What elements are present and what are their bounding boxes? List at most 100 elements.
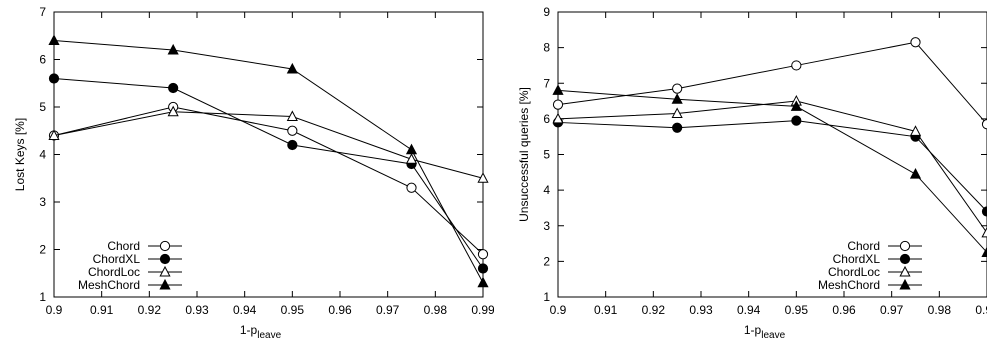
data-point — [909, 168, 922, 179]
data-point — [477, 276, 489, 288]
data-point — [671, 93, 683, 104]
y-tick-label: 1 — [39, 290, 46, 304]
series-line — [53, 111, 484, 179]
data-point — [672, 83, 683, 94]
y-axis-label: Lost Keys [%] — [13, 118, 27, 191]
data-point — [286, 62, 298, 74]
y-tick-label: 4 — [543, 183, 550, 197]
data-point — [477, 263, 489, 274]
x-tick-label: 0.91 — [594, 303, 618, 317]
data-point — [287, 139, 298, 151]
x-axis-label-main: 1-p — [744, 323, 762, 337]
data-point — [477, 249, 489, 260]
data-point — [405, 143, 418, 155]
x-tick-label: 0.97 — [880, 303, 904, 317]
x-tick-label: 0.92 — [138, 303, 162, 317]
x-tick-label: 0.93 — [185, 303, 209, 317]
y-tick-label: 8 — [543, 41, 550, 55]
legend-marker — [159, 265, 171, 277]
x-tick-label: 0.94 — [737, 303, 761, 317]
series-chord — [552, 37, 987, 130]
y-tick-label: 2 — [39, 243, 46, 257]
legend-label: Chord — [847, 239, 880, 253]
plot-frame — [557, 11, 987, 298]
legend-marker — [899, 265, 911, 277]
x-tick-label: 0.96 — [328, 303, 352, 317]
x-tick-label: 0.92 — [642, 303, 666, 317]
data-point — [910, 37, 921, 48]
x-axis-label: 1-pleave — [744, 323, 786, 341]
data-point — [287, 125, 298, 136]
y-tick-label: 3 — [39, 195, 46, 209]
x-tick-label: 0.98 — [424, 303, 448, 317]
y-tick-label: 1 — [543, 290, 550, 304]
legend-marker — [159, 253, 171, 265]
data-point — [406, 182, 417, 193]
legend-label: ChordXL — [93, 252, 141, 266]
series-line — [557, 120, 987, 212]
data-point — [790, 100, 802, 111]
data-point — [48, 129, 60, 140]
series-line — [557, 100, 987, 234]
data-point — [552, 99, 564, 110]
y-tick-label: 5 — [543, 148, 550, 162]
x-tick-label: 0.99 — [471, 303, 494, 317]
series-chordloc — [48, 105, 489, 183]
y-tick-label: 7 — [39, 5, 46, 19]
y-tick-label: 9 — [543, 5, 550, 19]
legend-label: MeshChord — [818, 278, 880, 292]
x-tick-label: 0.97 — [376, 303, 400, 317]
legend-label: MeshChord — [78, 278, 140, 292]
x-tick-label: 0.98 — [928, 303, 952, 317]
unsuccessful-queries-chart: 1 2 3 4 5 6 7 8 9 0.9 0.91 0.92 0.93 0.94 0.95 0.96 0.97… — [517, 5, 987, 341]
data-point — [48, 73, 60, 84]
data-point — [981, 206, 987, 217]
y-tick-label: 3 — [543, 219, 550, 233]
x-tick-label: 0.95 — [281, 303, 305, 317]
legend-marker — [899, 278, 911, 290]
series-meshchord — [552, 84, 987, 257]
legend-marker — [159, 278, 171, 290]
y-tick-label: 7 — [543, 76, 550, 90]
series-line — [557, 41, 987, 125]
y-tick-label: 6 — [39, 53, 46, 67]
legend-label: ChordLoc — [828, 265, 880, 279]
series-chordxl — [552, 115, 987, 217]
y-axis-label: Unsuccessful queries [%] — [517, 87, 531, 222]
data-point — [477, 172, 489, 183]
data-point — [791, 115, 802, 126]
y-tick-label: 6 — [543, 112, 550, 126]
series-line — [557, 89, 987, 253]
data-point — [168, 82, 179, 94]
y-tick-label: 2 — [543, 254, 550, 268]
legend-label: Chord — [107, 239, 140, 253]
x-tick-label: 0.93 — [689, 303, 713, 317]
x-tick-label: 0.94 — [233, 303, 257, 317]
x-axis-label-main: 1-p — [240, 323, 258, 337]
series-chord — [48, 101, 489, 260]
x-tick-label: 0.96 — [832, 303, 856, 317]
legend-marker — [899, 253, 911, 265]
lost-keys-chart: 1 2 3 4 5 6 7 0.9 0.91 0.92 0.93 0.94 0.95 0.96 0.97 0.… — [13, 5, 494, 341]
data-point — [671, 107, 683, 119]
data-point — [167, 43, 179, 55]
x-tick-label: 0.95 — [785, 303, 809, 317]
y-tick-label: 5 — [39, 100, 46, 114]
data-point — [405, 153, 418, 164]
series-chordloc — [552, 94, 987, 238]
data-point — [981, 226, 987, 238]
legend-label: ChordLoc — [88, 265, 140, 279]
series-meshchord — [48, 34, 489, 288]
x-axis-label-subscript: leave — [257, 330, 281, 341]
x-axis-label: 1-pleave — [240, 323, 282, 341]
x-tick-label: 0.99 — [975, 303, 987, 317]
data-point — [791, 60, 802, 71]
data-point — [672, 122, 683, 133]
data-point — [981, 119, 987, 130]
legend-marker — [899, 240, 911, 252]
legend-marker — [159, 240, 171, 252]
data-point — [167, 105, 179, 117]
x-tick-label: 0.91 — [90, 303, 114, 317]
